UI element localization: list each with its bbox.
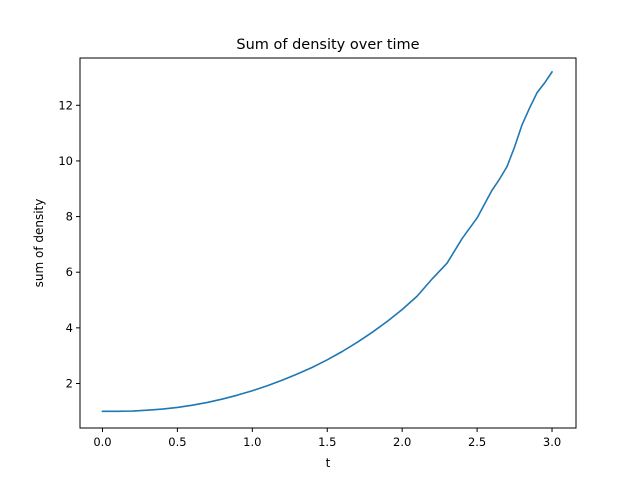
y-tick-label: 4 [66,321,73,335]
y-tick-label: 8 [66,210,73,224]
x-axis-label: t [326,456,331,470]
x-tick-label: 2.0 [393,435,411,449]
x-tick-label: 0.5 [168,435,186,449]
y-tick-label: 12 [58,98,73,112]
x-axis-ticks: 0.0 0.5 1.0 1.5 2.0 2.5 3.0 [93,428,561,449]
series-layer [101,70,554,413]
x-tick-label: 1.0 [243,435,261,449]
y-tick-label: 6 [66,265,73,279]
y-axis-label: sum of density [32,199,46,288]
x-tick-label: 1.5 [318,435,336,449]
chart-title: Sum of density over time [236,37,419,53]
y-tick-label: 10 [58,154,73,168]
y-tick-label: 2 [66,376,73,390]
x-tick-label: 2.5 [468,435,486,449]
plot-area-frame [79,57,577,429]
y-axis-ticks: 2 4 6 8 10 12 [58,98,80,390]
x-tick-label: 3.0 [543,435,561,449]
series-line [101,70,554,413]
x-tick-label: 0.0 [93,435,111,449]
